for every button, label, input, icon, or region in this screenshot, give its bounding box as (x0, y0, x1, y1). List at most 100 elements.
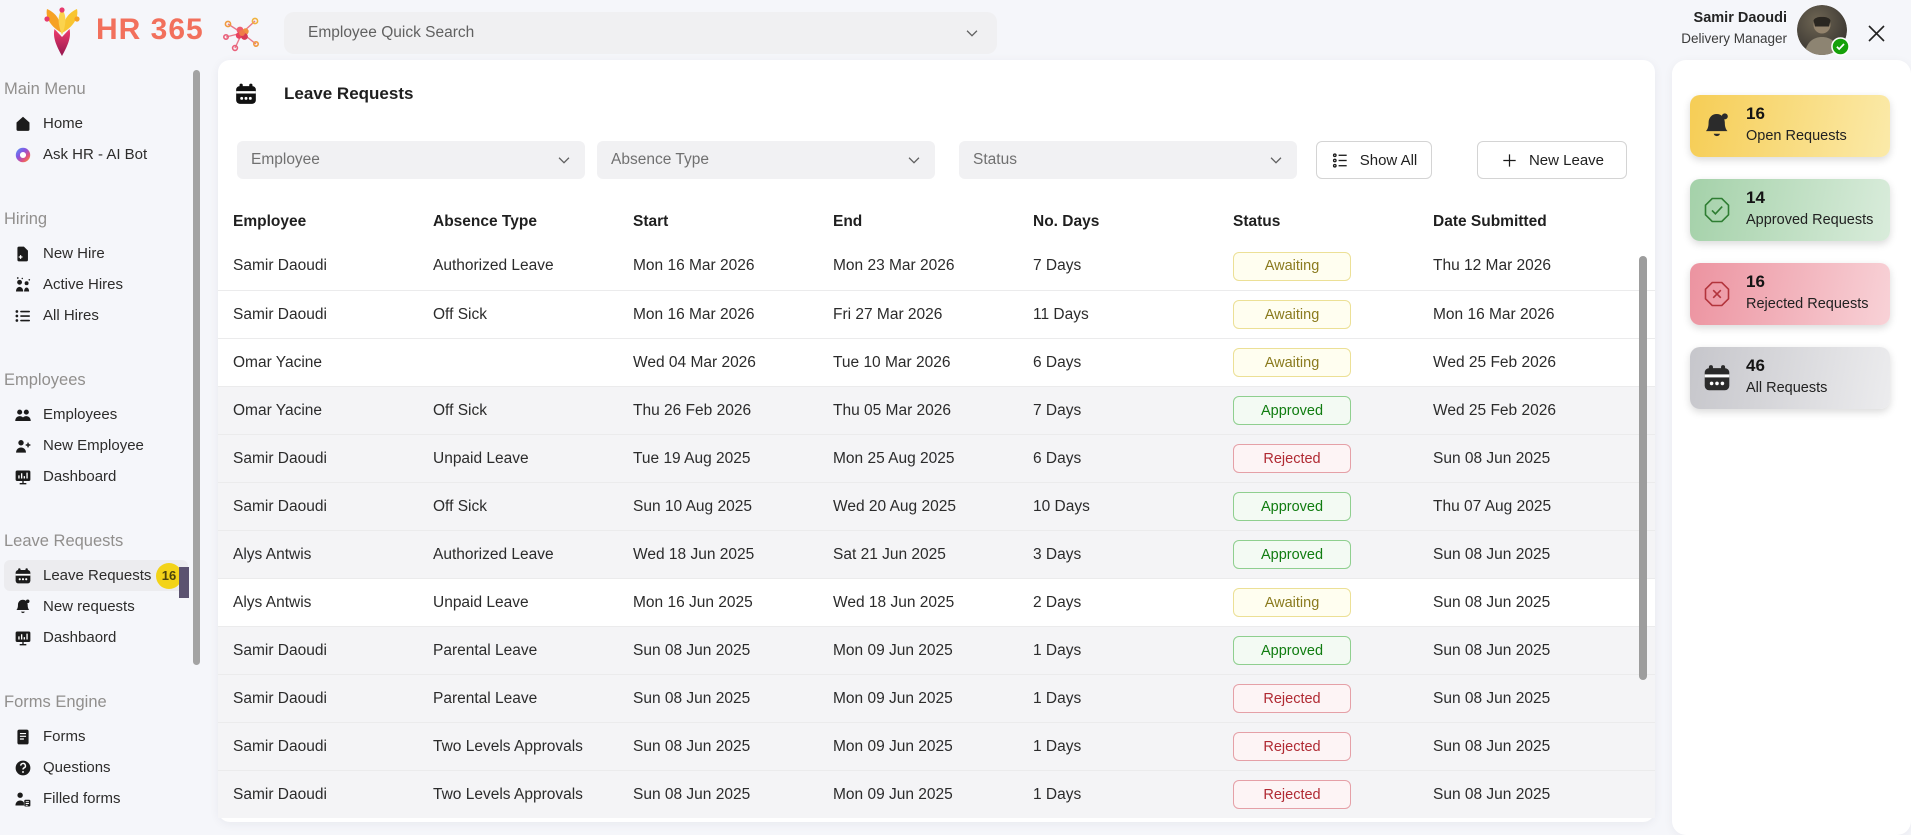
sidebar-item-ask-hr-ai-bot[interactable]: Ask HR - AI Bot (4, 139, 188, 170)
status-badge: Rejected (1233, 684, 1351, 713)
filter-absence-type[interactable]: Absence Type (597, 141, 935, 179)
cell-date-submitted: Sun 08 Jun 2025 (1433, 545, 1551, 563)
cell-employee: Alys Antwis (233, 593, 312, 611)
cell-end: Sat 21 Jun 2025 (833, 545, 946, 563)
cell-end: Mon 25 Aug 2025 (833, 449, 955, 467)
plus-icon (1500, 151, 1519, 170)
cell-start: Mon 16 Jun 2025 (633, 593, 753, 611)
column-header: Start (633, 213, 669, 230)
cell-absence-type: Two Levels Approvals (433, 737, 583, 755)
home-icon (14, 115, 32, 133)
table-row[interactable]: Samir Daoudi Unpaid Leave Tue 19 Aug 202… (218, 434, 1655, 482)
calendar-icon (14, 567, 32, 585)
table-row[interactable]: Samir Daoudi Two Levels Approvals Sun 08… (218, 770, 1655, 818)
cell-date-submitted: Sun 08 Jun 2025 (1433, 689, 1551, 707)
cell-employee: Samir Daoudi (233, 449, 327, 467)
sidebar-item-filled-forms[interactable]: Filled forms (4, 783, 188, 814)
sidebar-item-label: Leave Requests (43, 567, 152, 584)
sidebar-item-label: Ask HR - AI Bot (43, 146, 148, 163)
sidebar-item-new-hire[interactable]: New Hire (4, 238, 188, 269)
table-row[interactable]: Samir Daoudi Off Sick Mon 16 Mar 2026 Fr… (218, 290, 1655, 338)
sidebar-item-new-requests[interactable]: New requests (4, 591, 188, 622)
column-header: End (833, 213, 863, 230)
table-row[interactable]: Samir Daoudi Off Sick Sun 10 Aug 2025 We… (218, 482, 1655, 530)
molecule-icon[interactable] (222, 13, 262, 53)
column-header: No. Days (1033, 213, 1100, 230)
table-row[interactable]: Samir Daoudi Parental Leave Sun 08 Jun 2… (218, 626, 1655, 674)
sidebar-section-label: Employees (4, 371, 86, 389)
sidebar-item-dashbaord[interactable]: Dashbaord (4, 622, 188, 653)
cell-start: Sun 10 Aug 2025 (633, 497, 752, 515)
sidebar-item-label: Employees (43, 406, 118, 423)
sidebar-scrollbar[interactable] (193, 70, 200, 665)
summary-count: 46 (1746, 356, 1765, 375)
cell-absence-type: Parental Leave (433, 689, 538, 707)
app-logo[interactable]: HR 365 (36, 4, 216, 56)
table-row[interactable]: Alys Antwis Authorized Leave Wed 18 Jun … (218, 530, 1655, 578)
sidebar-item-active-hires[interactable]: Active Hires (4, 269, 188, 300)
sidebar-item-leave-requests[interactable]: Leave Requests 16 (4, 560, 188, 591)
sidebar-item-employees[interactable]: Employees (4, 399, 188, 430)
cell-end: Mon 09 Jun 2025 (833, 689, 953, 707)
table-row[interactable]: Samir Daoudi Two Levels Approvals Sun 08… (218, 722, 1655, 770)
cell-end: Wed 18 Jun 2025 (833, 593, 955, 611)
active-hires-icon (14, 276, 32, 294)
sidebar-item-forms[interactable]: Forms (4, 721, 188, 752)
table-scrollbar[interactable] (1639, 256, 1647, 680)
chevron-down-icon (1267, 151, 1285, 169)
cell-end: Fri 27 Mar 2026 (833, 305, 943, 323)
user-name: Samir Daoudi (1693, 10, 1787, 26)
cell-employee: Samir Daoudi (233, 257, 327, 274)
filter-status[interactable]: Status (959, 141, 1297, 179)
summary-card-open-requests[interactable]: 16 Open Requests (1690, 95, 1890, 157)
close-icon[interactable] (1864, 21, 1889, 46)
table-row[interactable]: Omar Yacine Wed 04 Mar 2026 Tue 10 Mar 2… (218, 338, 1655, 386)
cell-start: Sun 08 Jun 2025 (633, 785, 751, 803)
table-row[interactable]: Omar Yacine Off Sick Thu 26 Feb 2026 Thu… (218, 386, 1655, 434)
sidebar-item-home[interactable]: Home (4, 108, 188, 139)
cell-employee: Samir Daoudi (233, 737, 327, 755)
copilot-icon (14, 146, 32, 164)
show-all-button[interactable]: Show All (1316, 141, 1432, 179)
cell-days: 6 Days (1033, 353, 1082, 371)
calendar-icon (234, 82, 258, 106)
summary-label: Rejected Requests (1746, 296, 1869, 312)
cell-days: 6 Days (1033, 449, 1082, 467)
sidebar-item-all-hires[interactable]: All Hires (4, 300, 188, 331)
sidebar-item-label: Dashboard (43, 468, 117, 485)
cell-absence-type: Authorized Leave (433, 257, 554, 274)
summary-card-all-requests[interactable]: 46 All Requests (1690, 347, 1890, 409)
table-row[interactable]: Samir Daoudi Authorized Leave Mon 16 Mar… (218, 242, 1655, 290)
cell-employee: Samir Daoudi (233, 305, 327, 323)
quick-search-placeholder: Employee Quick Search (308, 24, 475, 41)
new-leave-button[interactable]: New Leave (1477, 141, 1627, 179)
table-body: Samir Daoudi Authorized Leave Mon 16 Mar… (218, 242, 1655, 818)
status-badge: Approved (1233, 540, 1351, 569)
employee-quick-search[interactable]: Employee Quick Search (284, 12, 997, 54)
filter-employee[interactable]: Employee (237, 141, 585, 179)
column-header: Absence Type (433, 213, 537, 230)
cell-end: Wed 20 Aug 2025 (833, 497, 956, 515)
status-badge: Awaiting (1233, 588, 1351, 617)
sidebar-item-questions[interactable]: Questions (4, 752, 188, 783)
table-row[interactable]: Alys Antwis Unpaid Leave Mon 16 Jun 2025… (218, 578, 1655, 626)
sidebar-item-new-employee[interactable]: New Employee (4, 430, 188, 461)
summary-label: All Requests (1746, 380, 1828, 396)
cell-date-submitted: Sun 08 Jun 2025 (1433, 593, 1551, 611)
summary-card-rejected-requests[interactable]: 16 Rejected Requests (1690, 263, 1890, 325)
status-badge: Approved (1233, 492, 1351, 521)
sidebar-item-dashboard[interactable]: Dashboard (4, 461, 188, 492)
summary-card-approved-requests[interactable]: 14 Approved Requests (1690, 179, 1890, 241)
table-row[interactable]: Samir Daoudi Parental Leave Sun 08 Jun 2… (218, 674, 1655, 722)
cell-start: Wed 04 Mar 2026 (633, 353, 756, 371)
cell-days: 10 Days (1033, 497, 1090, 515)
cell-employee: Omar Yacine (233, 353, 323, 371)
cell-date-submitted: Wed 25 Feb 2026 (1433, 353, 1556, 371)
sidebar-item-label: All Hires (43, 307, 99, 324)
new-employee-icon (14, 437, 32, 455)
cell-start: Tue 19 Aug 2025 (633, 449, 751, 467)
sidebar-item-label: New requests (43, 598, 135, 615)
cell-end: Mon 09 Jun 2025 (833, 641, 953, 659)
cell-employee: Alys Antwis (233, 545, 312, 563)
